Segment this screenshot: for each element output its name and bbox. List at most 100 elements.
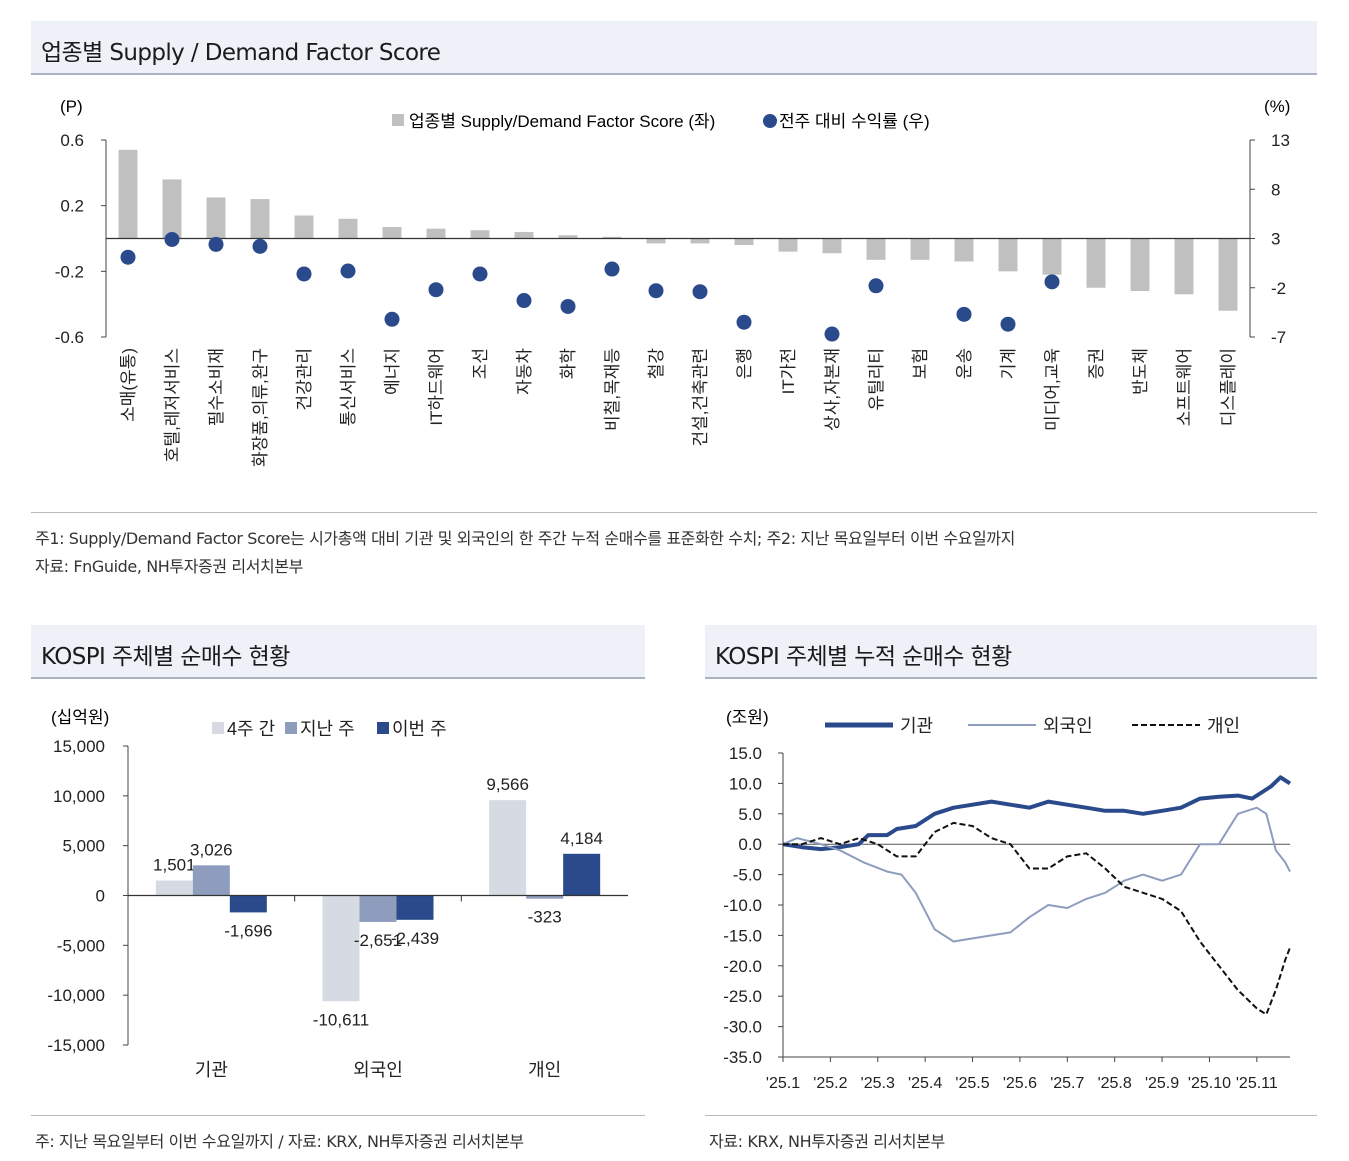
- legend-dot-label: 전주 대비 수익률 (우): [779, 112, 930, 131]
- score-bar: [822, 238, 842, 254]
- return-dot: [384, 311, 400, 327]
- left-tick-label: -0.6: [55, 328, 84, 347]
- br-chart-title: KOSPI 주체별 누적 순매수 현황: [715, 644, 1012, 670]
- score-bar: [1174, 238, 1194, 295]
- br-tick-label: 10.0: [729, 774, 762, 793]
- br-tick-label: -35.0: [723, 1048, 762, 1067]
- bl-tick-label: 0: [96, 887, 105, 906]
- bl-tick-label: 15,000: [53, 737, 105, 756]
- bl-legend-label: 이번 주: [392, 719, 447, 739]
- legend-dot-swatch: [763, 114, 777, 128]
- bl-bar: [359, 895, 397, 922]
- return-dot: [252, 238, 268, 254]
- legend-bar-label: 업종별 Supply/Demand Factor Score (좌): [409, 112, 715, 131]
- return-dot: [516, 293, 532, 309]
- br-tick-label: -15.0: [723, 926, 762, 945]
- br-x-label: '25.5: [955, 1075, 989, 1092]
- bl-tick-label: -10,000: [47, 986, 105, 1005]
- bl-legend-label: 지난 주: [300, 719, 355, 739]
- bl-tick-label: -5,000: [57, 936, 105, 955]
- bl-chart-title: KOSPI 주체별 순매수 현황: [41, 644, 290, 670]
- score-bar: [1130, 238, 1150, 292]
- bl-category-label: 개인: [528, 1060, 561, 1080]
- category-label: 건설,건축관련: [691, 348, 710, 447]
- right-tick-label: 3: [1271, 230, 1280, 249]
- bl-category-label: 기관: [195, 1060, 228, 1080]
- bl-bar: [563, 853, 601, 896]
- bl-chart-title-bar: KOSPI 주체별 순매수 현황: [31, 625, 645, 679]
- bl-data-label: -323: [528, 908, 562, 927]
- bl-bar: [192, 865, 230, 896]
- bl-tick-label: -15,000: [47, 1036, 105, 1055]
- br-legend-label: 기관: [900, 716, 933, 736]
- category-label: 보험: [911, 348, 930, 379]
- return-dot: [648, 283, 664, 299]
- category-label: 화장품,의류,완구: [251, 348, 270, 467]
- score-bar: [382, 227, 402, 239]
- category-label: 소프트웨어: [1175, 348, 1194, 426]
- return-dot: [472, 266, 488, 282]
- right-tick-label: -2: [1271, 279, 1286, 298]
- top-note-rule: [31, 512, 1317, 513]
- category-label: 미디어,교육: [1043, 348, 1062, 431]
- score-bar: [954, 238, 974, 262]
- br-axis-unit: (조원): [726, 708, 769, 727]
- right-tick-label: -7: [1271, 328, 1286, 347]
- br-tick-label: -20.0: [723, 957, 762, 976]
- bl-bar: [229, 895, 267, 913]
- return-dot: [604, 261, 620, 277]
- return-dot: [208, 236, 224, 252]
- category-label: 화학: [559, 348, 578, 380]
- br-legend-label: 외국인: [1043, 716, 1093, 736]
- br-x-label: '25.10: [1188, 1075, 1231, 1092]
- return-dot: [736, 314, 752, 330]
- br-tick-label: -10.0: [723, 896, 762, 915]
- score-bar: [514, 231, 534, 239]
- score-bar: [294, 215, 314, 239]
- bl-bar: [396, 895, 434, 920]
- score-bar: [1086, 238, 1106, 288]
- score-bar: [470, 230, 490, 239]
- bl-bar: [526, 895, 564, 899]
- legend-bar-swatch: [392, 114, 404, 126]
- bl-note: 주: 지난 목요일부터 이번 수요일까지 / 자료: KRX, NH투자증권 리…: [35, 1132, 524, 1151]
- score-bar: [646, 238, 666, 244]
- return-dot: [428, 282, 444, 298]
- br-legend-label: 개인: [1207, 716, 1240, 736]
- category-label: 운송: [955, 348, 974, 379]
- right-tick-label: 13: [1271, 131, 1290, 150]
- br-tick-label: -5.0: [733, 866, 762, 885]
- category-label: 은행: [735, 348, 754, 379]
- category-label: 증권: [1087, 348, 1106, 379]
- right-axis-unit: (%): [1264, 97, 1290, 116]
- bl-bar: [155, 880, 193, 896]
- br-note-rule: [705, 1115, 1317, 1116]
- return-dot: [956, 306, 972, 322]
- bl-data-label: 3,026: [190, 840, 233, 859]
- br-series-line-1: [782, 806, 1291, 943]
- left-tick-label: 0.6: [60, 131, 84, 150]
- top-chart-title-bar: 업종별 Supply / Demand Factor Score: [31, 21, 1317, 75]
- score-bar: [866, 238, 886, 260]
- return-dot: [164, 231, 180, 247]
- score-bar: [602, 236, 622, 239]
- bl-data-label: -1,696: [224, 921, 272, 940]
- category-label: 소매(유통): [119, 348, 138, 422]
- br-tick-label: 0.0: [738, 835, 762, 854]
- br-note: 자료: KRX, NH투자증권 리서치본부: [709, 1132, 945, 1151]
- bl-legend-label: 4주 간: [227, 719, 275, 739]
- bl-category-label: 외국인: [353, 1060, 403, 1080]
- category-label: 철강: [647, 348, 666, 380]
- return-dot: [1000, 316, 1016, 332]
- category-label: 유틸리티: [867, 348, 886, 411]
- br-chart-title-bar: KOSPI 주체별 누적 순매수 현황: [705, 625, 1317, 679]
- return-dot: [868, 278, 884, 294]
- category-label: 비철,목재등: [603, 348, 622, 431]
- bl-data-label: 9,566: [486, 775, 529, 794]
- score-bar: [778, 238, 798, 252]
- bl-tick-label: 5,000: [62, 837, 105, 856]
- left-tick-label: 0.2: [60, 197, 84, 216]
- return-dot: [692, 284, 708, 300]
